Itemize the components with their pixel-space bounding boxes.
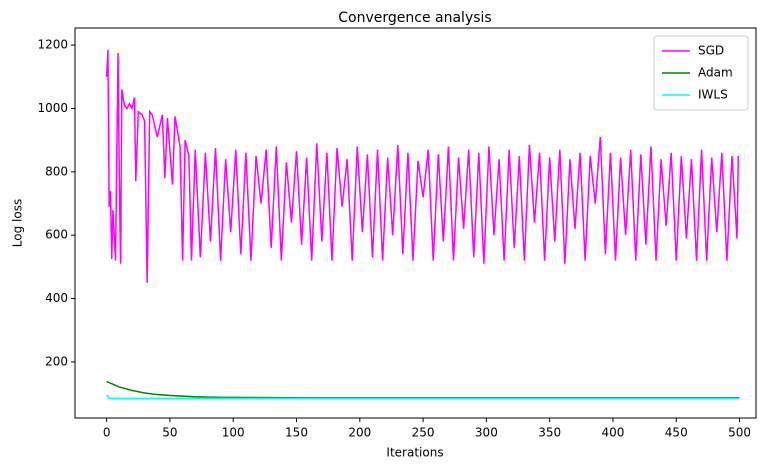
x-axis-label: Iterations [386,446,443,460]
y-tick-label: 1200 [37,38,68,52]
x-tick-label: 50 [162,426,177,440]
y-tick-label: 1000 [37,101,68,115]
y-tick-label: 200 [45,354,68,368]
legend-label: IWLS [698,88,728,102]
x-tick-label: 250 [412,426,435,440]
chart-title: Convergence analysis [338,10,491,26]
y-axis-label: Log loss [11,199,25,247]
x-tick-label: 0 [103,426,111,440]
legend-box [653,35,749,111]
x-tick-label: 450 [665,426,688,440]
legend-label: Adam [698,66,733,80]
x-tick-label: 400 [602,426,625,440]
x-tick-label: 200 [348,426,371,440]
x-tick-label: 350 [538,426,561,440]
plot-frame [74,27,757,419]
series-line [106,380,740,399]
x-tick-label: 500 [728,426,751,440]
y-tick-label: 800 [45,164,68,178]
y-tick-label: 400 [45,291,68,305]
x-tick-label: 100 [222,426,245,440]
series-line [106,394,740,400]
y-tick-label: 600 [45,228,68,242]
x-tick-label: 300 [475,426,498,440]
series-line [105,49,740,283]
legend-label: SGD [698,44,724,58]
x-tick-label: 150 [285,426,308,440]
